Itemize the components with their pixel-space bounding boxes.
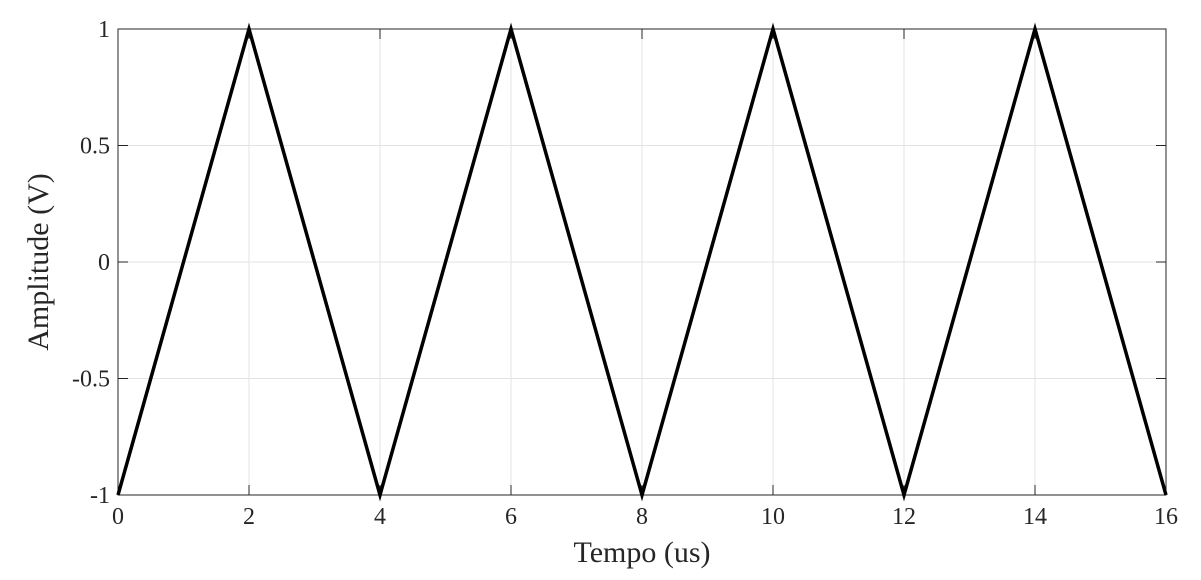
y-tick-label: 0 [98,250,110,276]
y-tick-label: 0.5 [80,134,110,160]
x-tick-label: 4 [374,504,386,530]
x-tick-label: 14 [1023,504,1047,530]
x-tick-label: 0 [112,504,124,530]
y-tick-label: -0.5 [72,367,110,393]
x-tick-label: 6 [505,504,517,530]
x-tick-label: 16 [1154,504,1178,530]
x-tick-label: 8 [636,504,648,530]
x-tick-label: 12 [892,504,916,530]
line-series [116,22,1168,502]
y-tick-label: -1 [90,483,110,509]
y-tick-label: 1 [98,17,110,43]
y-axis-label: Amplitude (V) [22,173,55,350]
x-tick-label: 2 [243,504,255,530]
x-tick-label: 10 [761,504,785,530]
x-axis-label: Tempo (us) [573,536,710,569]
